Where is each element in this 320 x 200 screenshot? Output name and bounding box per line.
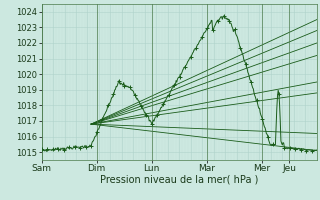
X-axis label: Pression niveau de la mer( hPa ): Pression niveau de la mer( hPa ) — [100, 175, 258, 185]
